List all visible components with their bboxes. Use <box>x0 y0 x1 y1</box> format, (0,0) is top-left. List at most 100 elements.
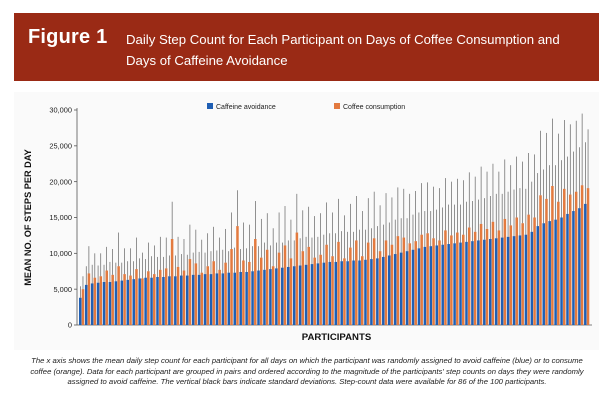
bar-coffee-consumption <box>200 272 204 325</box>
bar-caffeine-avoidance <box>328 261 332 325</box>
bar-caffeine-avoidance <box>417 248 421 325</box>
bar-coffee-consumption <box>331 256 334 325</box>
bar-caffeine-avoidance <box>114 281 118 325</box>
bar-caffeine-avoidance <box>512 236 516 325</box>
bar-coffee-consumption <box>444 230 447 325</box>
bar-caffeine-avoidance <box>322 262 326 325</box>
bar-coffee-consumption <box>135 269 138 325</box>
bar-coffee-consumption <box>450 235 453 325</box>
bar-caffeine-avoidance <box>221 273 225 325</box>
bar-caffeine-avoidance <box>138 278 141 325</box>
bar-caffeine-avoidance <box>566 213 569 325</box>
bar-caffeine-avoidance <box>227 272 231 325</box>
bar-caffeine-avoidance <box>506 236 510 325</box>
bar-caffeine-avoidance <box>542 223 545 325</box>
bar-caffeine-avoidance <box>79 297 82 325</box>
bar-coffee-consumption <box>533 217 536 325</box>
bar-coffee-consumption <box>420 234 423 325</box>
y-tick-label: 10,000 <box>49 249 72 258</box>
bar-coffee-consumption <box>456 232 459 325</box>
bar-coffee-consumption <box>473 231 477 325</box>
legend-label-coffee-consumption: Coffee consumption <box>343 104 405 111</box>
bar-coffee-consumption <box>105 270 108 325</box>
bar-coffee-consumption <box>372 238 376 325</box>
y-tick-label: 15,000 <box>49 213 72 222</box>
bar-caffeine-avoidance <box>185 275 189 325</box>
bar-coffee-consumption <box>378 251 382 325</box>
bar-caffeine-avoidance <box>96 282 100 325</box>
bar-caffeine-avoidance <box>251 271 254 325</box>
bar-coffee-consumption <box>230 249 233 325</box>
bar-caffeine-avoidance <box>90 283 94 325</box>
bar-caffeine-avoidance <box>298 265 302 325</box>
bar-coffee-consumption <box>158 269 162 325</box>
bar-caffeine-avoidance <box>524 234 528 325</box>
bar-caffeine-avoidance <box>530 231 534 325</box>
bar-coffee-consumption <box>289 258 293 325</box>
bar-coffee-consumption <box>485 228 489 325</box>
bar-caffeine-avoidance <box>518 235 522 325</box>
bar-coffee-consumption <box>402 237 406 325</box>
bar-caffeine-avoidance <box>126 279 130 325</box>
x-axis-label: PARTICIPANTS <box>302 332 372 343</box>
bar-coffee-consumption <box>503 218 507 325</box>
bar-coffee-consumption <box>426 233 429 325</box>
bar-coffee-consumption <box>212 261 215 325</box>
bar-caffeine-avoidance <box>108 282 112 325</box>
bar-caffeine-avoidance <box>233 272 236 325</box>
bar-caffeine-avoidance <box>286 266 290 325</box>
bar-coffee-consumption <box>224 262 227 325</box>
bar-caffeine-avoidance <box>465 241 468 325</box>
bar-caffeine-avoidance <box>281 267 284 325</box>
bar-coffee-consumption <box>164 268 168 325</box>
bar-coffee-consumption <box>557 201 560 325</box>
bar-caffeine-avoidance <box>441 244 444 325</box>
bar-chart: 0 5,000 10,000 15,000 20,000 25,000 30,000 MEAN… <box>23 103 592 343</box>
bar-coffee-consumption <box>521 223 524 325</box>
bar-caffeine-avoidance <box>399 252 403 325</box>
bar-coffee-consumption <box>99 276 103 325</box>
bar-coffee-consumption <box>265 249 269 325</box>
bar-caffeine-avoidance <box>257 270 260 325</box>
bar-coffee-consumption <box>366 242 370 325</box>
bar-coffee-consumption <box>390 244 394 325</box>
bar-coffee-consumption <box>93 277 97 325</box>
bar-caffeine-avoidance <box>334 261 337 325</box>
bar-coffee-consumption <box>361 256 364 325</box>
bar-caffeine-avoidance <box>340 261 343 325</box>
bar-coffee-consumption <box>141 278 144 325</box>
bar-caffeine-avoidance <box>584 203 587 325</box>
bar-caffeine-avoidance <box>500 237 504 325</box>
bar-coffee-consumption <box>355 240 358 325</box>
bar-coffee-consumption <box>194 263 198 325</box>
bar-caffeine-avoidance <box>245 271 248 325</box>
bar-caffeine-avoidance <box>536 226 540 325</box>
bar-coffee-consumption <box>515 217 518 325</box>
bar-coffee-consumption <box>313 257 316 325</box>
bar-caffeine-avoidance <box>429 246 433 325</box>
y-tick-label: 0 <box>68 321 72 330</box>
bar-coffee-consumption <box>147 271 150 325</box>
bar-coffee-consumption <box>408 243 412 325</box>
bar-coffee-consumption <box>349 247 352 325</box>
bar-caffeine-avoidance <box>174 276 177 325</box>
bar-coffee-consumption <box>414 241 417 325</box>
bar-caffeine-avoidance <box>156 276 159 325</box>
bar-caffeine-avoidance <box>560 217 563 325</box>
bar-caffeine-avoidance <box>423 246 427 325</box>
bar-coffee-consumption <box>479 223 483 325</box>
chart-panel: 0 5,000 10,000 15,000 20,000 25,000 30,000 MEAN… <box>14 92 599 350</box>
bar-coffee-consumption <box>438 240 441 325</box>
bar-caffeine-avoidance <box>269 269 272 325</box>
bar-coffee-consumption <box>117 266 120 325</box>
bar-coffee-consumption <box>497 230 501 325</box>
bar-caffeine-avoidance <box>578 208 581 325</box>
y-axis-label: MEAN NO. OF STEPS PER DAY <box>23 149 33 285</box>
bar-coffee-consumption <box>319 254 322 325</box>
bar-caffeine-avoidance <box>572 211 575 325</box>
bar-caffeine-avoidance <box>180 275 183 325</box>
bar-coffee-consumption <box>259 257 263 325</box>
bar-coffee-consumption <box>87 273 91 325</box>
bar-coffee-consumption <box>236 226 239 325</box>
bar-coffee-consumption <box>527 214 530 325</box>
